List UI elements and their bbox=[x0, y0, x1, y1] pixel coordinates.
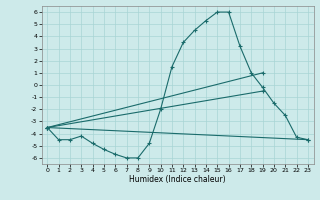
X-axis label: Humidex (Indice chaleur): Humidex (Indice chaleur) bbox=[129, 175, 226, 184]
